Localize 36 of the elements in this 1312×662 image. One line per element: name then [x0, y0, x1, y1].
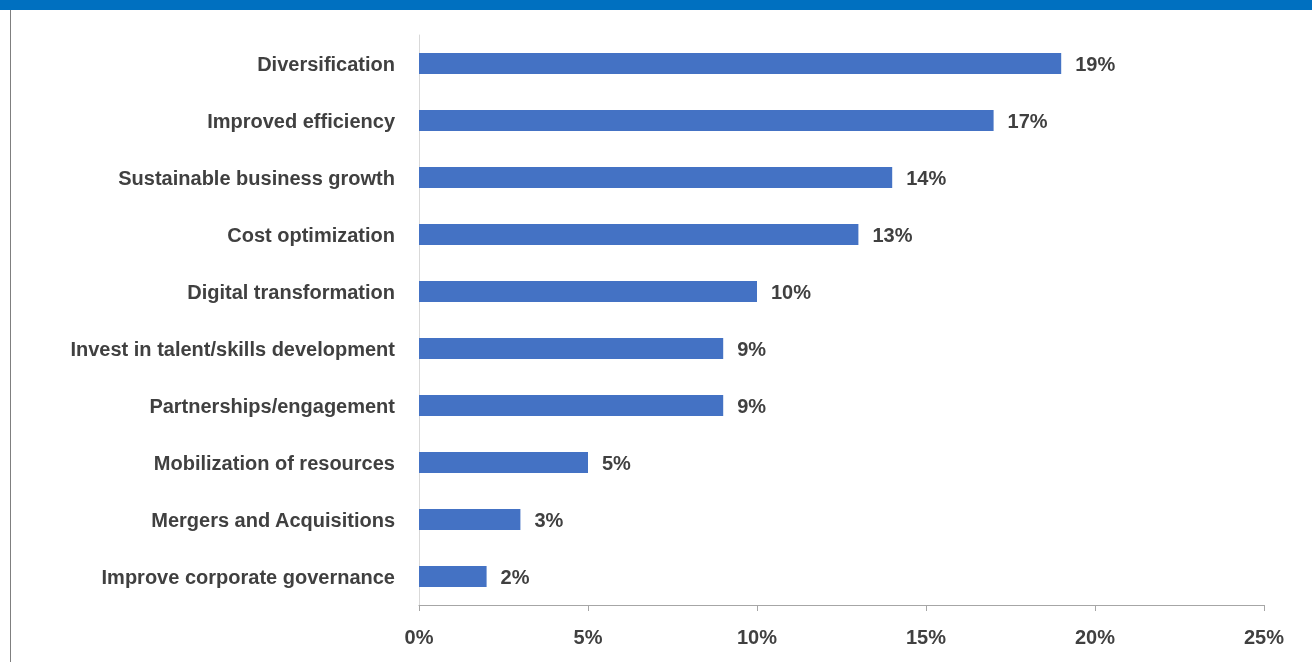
- x-tick-label: 5%: [573, 626, 603, 648]
- data-label: 3%: [534, 508, 564, 531]
- bar: [419, 452, 588, 473]
- bar: [419, 509, 521, 530]
- data-label: 13%: [872, 223, 913, 246]
- data-label: 19%: [1075, 52, 1116, 75]
- data-label: 14%: [906, 166, 947, 189]
- y-tick-label: Mobilization of resources: [153, 451, 395, 474]
- x-tick-label: 20%: [1074, 626, 1116, 648]
- x-tick-label: 25%: [1243, 626, 1285, 648]
- y-tick-label: Invest in talent/skills development: [70, 337, 396, 360]
- data-label: 9%: [737, 394, 767, 417]
- y-tick-label: Mergers and Acquisitions: [151, 508, 395, 531]
- bar: [419, 338, 724, 359]
- x-tick-label: 15%: [905, 626, 947, 648]
- y-tick-label: Digital transformation: [187, 280, 395, 303]
- y-tick-label: Sustainable business growth: [118, 166, 395, 189]
- y-tick-label: Partnerships/engagement: [149, 394, 396, 417]
- bar: [419, 281, 757, 302]
- x-tick-label: 10%: [736, 626, 778, 648]
- data-label: 2%: [500, 565, 530, 588]
- y-tick-label: Improved efficiency: [207, 109, 396, 132]
- bar: [419, 566, 487, 587]
- bar: [419, 167, 893, 188]
- y-tick-label: Diversification: [257, 52, 395, 75]
- y-tick-label: Cost optimization: [227, 223, 395, 246]
- x-tick-label: 0%: [404, 626, 434, 648]
- data-label: 9%: [737, 337, 767, 360]
- data-label: 17%: [1007, 109, 1048, 132]
- y-tick-label: Improve corporate governance: [101, 565, 395, 588]
- bar: [419, 395, 724, 416]
- data-label: 5%: [602, 451, 632, 474]
- bar: [419, 53, 1062, 74]
- bar: [419, 224, 859, 245]
- bar: [419, 110, 994, 131]
- data-label: 10%: [771, 280, 812, 303]
